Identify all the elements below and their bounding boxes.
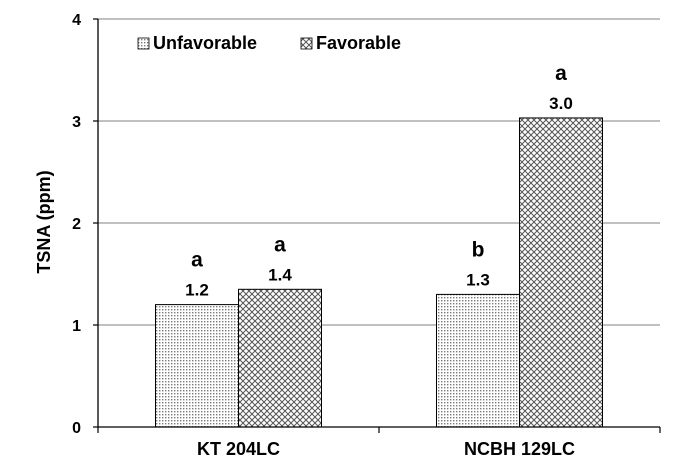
bar-ncbh-129lc-favorable bbox=[519, 117, 603, 428]
data-label-kt-204lc-unfavorable: 1.2 bbox=[185, 281, 209, 300]
bar-kt-204lc-favorable bbox=[238, 288, 322, 428]
bars: 1.2 a 1.4 a 1.3 b 3.0 a bbox=[155, 62, 603, 428]
legend-label-unfavorable: Unfavorable bbox=[153, 33, 257, 53]
significance-letter-kt-204lc-favorable: a bbox=[274, 233, 286, 256]
significance-letter-ncbh-129lc-unfavorable: b bbox=[472, 238, 485, 261]
bar-ncbh-129lc-unfavorable bbox=[436, 293, 520, 428]
y-tick-label-1: 1 bbox=[72, 318, 81, 335]
legend-label-favorable: Favorable bbox=[316, 33, 401, 53]
data-label-kt-204lc-favorable: 1.4 bbox=[268, 265, 292, 284]
significance-letter-ncbh-129lc-favorable: a bbox=[555, 62, 567, 85]
y-tick-label-4: 4 bbox=[72, 12, 81, 29]
y-axis-title: TSNA (ppm) bbox=[34, 170, 54, 273]
legend-swatch-unfavorable bbox=[137, 37, 150, 50]
y-tick-label-3: 3 bbox=[72, 114, 81, 131]
data-label-ncbh-129lc-unfavorable: 1.3 bbox=[466, 270, 490, 289]
legend: Unfavorable Favorable bbox=[137, 33, 401, 53]
significance-letter-kt-204lc-unfavorable: a bbox=[191, 249, 203, 272]
y-tick-label-2: 2 bbox=[72, 216, 81, 233]
y-axis: 0 1 2 3 4 bbox=[72, 12, 99, 437]
data-label-ncbh-129lc-favorable: 3.0 bbox=[549, 94, 573, 113]
x-tick-label-ncbh-129lc: NCBH 129LC bbox=[464, 439, 575, 459]
bar-kt-204lc-unfavorable bbox=[155, 304, 239, 428]
x-tick-label-kt-204lc: KT 204LC bbox=[197, 439, 280, 459]
x-axis: KT 204LC NCBH 129LC bbox=[97, 426, 661, 459]
y-tick-label-0: 0 bbox=[72, 420, 81, 437]
legend-swatch-favorable bbox=[300, 37, 313, 50]
